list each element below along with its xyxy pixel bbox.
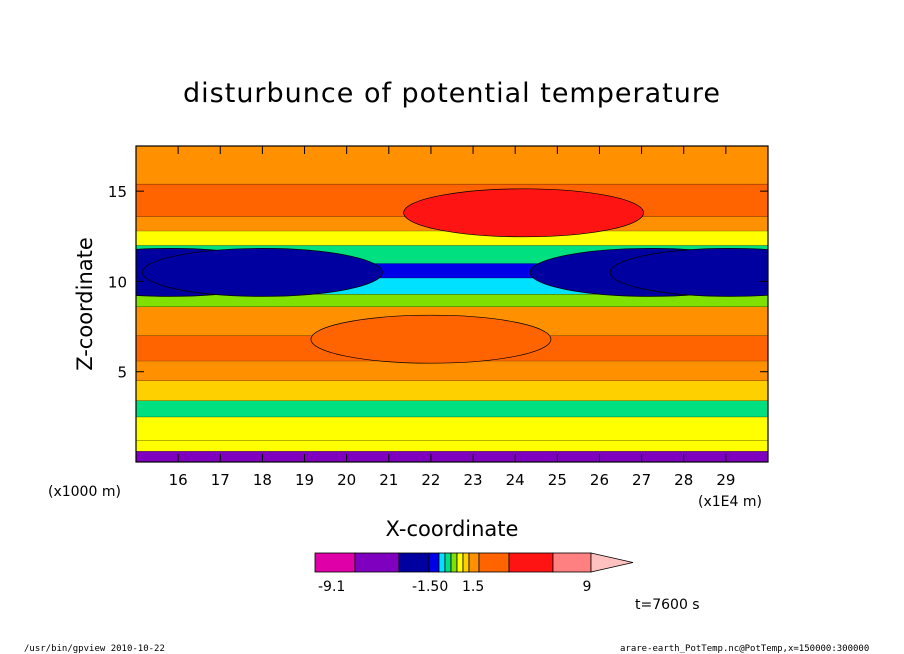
- anomaly-1: [310, 314, 552, 364]
- colorbar-segment-10: [478, 552, 510, 573]
- contour-band-15: [136, 146, 768, 184]
- axes: 16 17 18 19 20 21 22 23 24 25 26 27 28 29 5 10 15: [108, 146, 768, 489]
- x-tick-label-9: 25: [548, 471, 567, 489]
- contour-band-2: [136, 416, 768, 441]
- x-tick-label-2: 18: [253, 471, 272, 489]
- footer-right: arare-earth_PotTemp.nc@PotTemp,x=150000:…: [620, 644, 869, 654]
- anomaly-3: [142, 248, 383, 297]
- x-tick-label-7: 23: [464, 471, 483, 489]
- colorbar-segment-1: [354, 552, 400, 573]
- colorbar-label-3: 9: [583, 579, 592, 595]
- x-tick-label-4: 20: [337, 471, 356, 489]
- contour-band-8: [136, 294, 768, 307]
- x-tick-label-0: 16: [169, 471, 188, 489]
- contour-band-4: [136, 380, 768, 401]
- x-tick-label-13: 29: [716, 471, 735, 489]
- y-axis-unit: (x1000 m): [48, 484, 121, 500]
- x-tick-label-11: 27: [632, 471, 651, 489]
- anomaly-0: [403, 188, 644, 238]
- y-tick-label-0: 5: [117, 364, 127, 382]
- plot-frame: [135, 145, 769, 463]
- anomaly-5: [609, 248, 768, 297]
- colorbar-segment-2: [398, 552, 430, 573]
- colorbar-segment-6: [450, 552, 458, 573]
- x-tick-label-3: 19: [295, 471, 314, 489]
- x-tick-label-8: 24: [506, 471, 525, 489]
- x-tick-label-10: 26: [590, 471, 609, 489]
- chart-title: disturbunce of potential temperature: [183, 78, 721, 109]
- colorbar-segment-8: [462, 552, 470, 573]
- time-label: t=7600 s: [635, 597, 700, 613]
- x-axis-label: X-coordinate: [386, 517, 519, 541]
- colorbar-label-0: -9.1: [318, 579, 345, 595]
- colorbar: -9.1 -1.50 1.5 9: [314, 552, 634, 595]
- contour-band-1: [136, 440, 768, 452]
- colorbar-arrow: [590, 552, 634, 573]
- colorbar-label-1: -1.50: [412, 579, 448, 595]
- colorbar-label-2: 1.5: [462, 579, 484, 595]
- x-tick-label-5: 21: [379, 471, 398, 489]
- contour-band-0: [136, 451, 768, 462]
- y-tick-label-2: 15: [108, 183, 127, 201]
- colorbar-segment-11: [508, 552, 554, 573]
- colorbar-segment-5: [444, 552, 452, 573]
- y-axis-label: Z-coordinate: [73, 237, 97, 371]
- colorbar-segment-4: [438, 552, 446, 573]
- footer-left: /usr/bin/gpview 2010-10-22: [24, 644, 165, 654]
- x-axis-unit: (x1E4 m): [698, 494, 762, 510]
- y-tick-label-1: 10: [108, 273, 127, 291]
- colorbar-segment-0: [314, 552, 356, 573]
- colorbar-segment-7: [456, 552, 464, 573]
- plot-area: [136, 146, 768, 462]
- contour-band-5: [136, 360, 768, 381]
- x-tick-label-1: 17: [211, 471, 230, 489]
- contour-band-12: [136, 230, 768, 246]
- x-tick-label-6: 22: [421, 471, 440, 489]
- colorbar-segment-12: [552, 552, 592, 573]
- colorbar-segment-9: [468, 552, 480, 573]
- contour-band-3: [136, 400, 768, 417]
- x-tick-label-12: 28: [674, 471, 693, 489]
- colorbar-segment-3: [428, 552, 440, 573]
